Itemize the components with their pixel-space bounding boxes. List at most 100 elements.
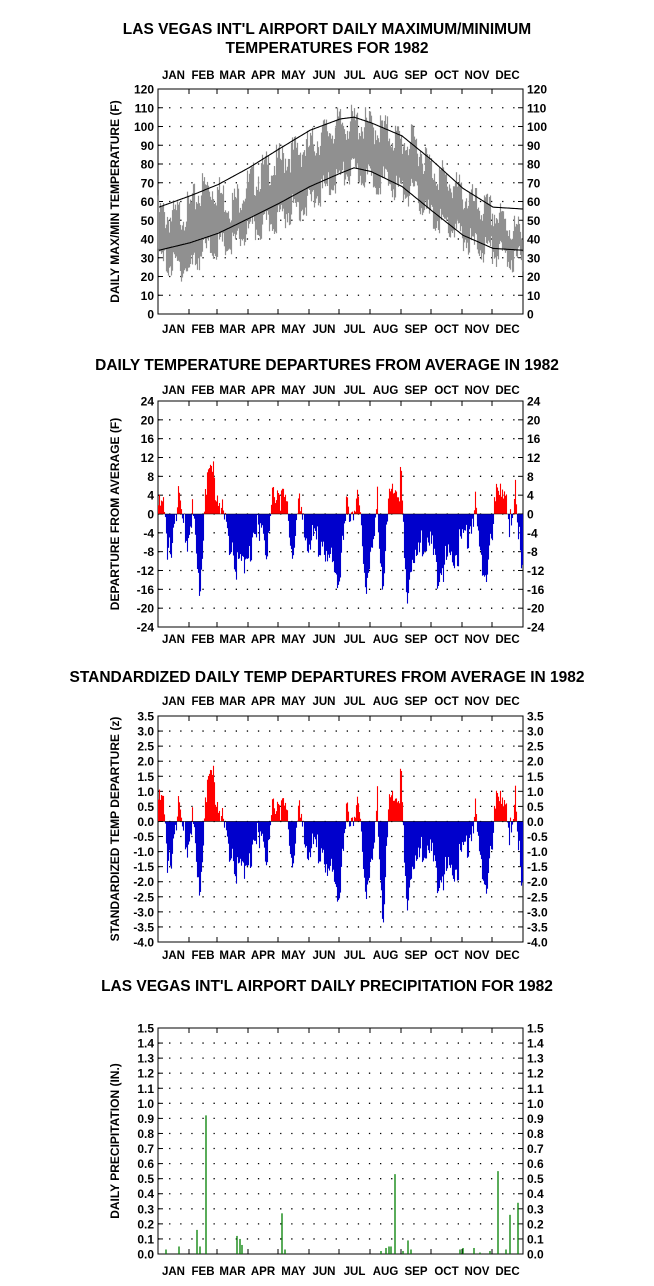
y-tick-label-right: 60 [527,195,541,209]
month-label-bottom: MAY [281,634,306,646]
month-label-top: SEP [404,70,427,82]
month-label-top: FEB [192,70,215,82]
month-label-top: MAR [219,385,246,397]
month-label-top: AUG [373,696,399,708]
y-tick-label-left: 80 [141,158,155,172]
month-label-bottom: JUN [312,950,335,962]
y-tick-label-left: 0.3 [137,1202,154,1216]
y-tick-label-left: 70 [141,176,155,190]
y-tick-label-left: 1.0 [137,785,154,799]
month-label-bottom: JAN [162,324,185,336]
y-tick-label-left: 12 [141,451,155,465]
y-tick-label-left: 20 [141,270,155,284]
month-label-bottom: JAN [162,1266,185,1278]
y-tick-label-right: 1.3 [527,1052,544,1066]
month-label-bottom: FEB [192,324,215,336]
y-tick-label-right: -0.5 [527,830,548,844]
y-tick-label-right: 3.5 [527,710,544,724]
month-label-bottom: AUG [373,1266,399,1278]
y-tick-label-left: 16 [141,432,155,446]
month-label-bottom: APR [251,324,276,336]
y-tick-label-left: 0 [147,508,154,522]
y-axis-label: STANDARDIZED TEMP DEPARTURE (z) [108,717,122,942]
month-label-bottom: NOV [465,634,490,646]
y-tick-label-left: 0.0 [137,815,154,829]
chart-title: DAILY TEMPERATURE DEPARTURES FROM AVERAG… [95,357,559,374]
month-label-bottom: JUN [312,1266,335,1278]
month-label-top: FEB [192,385,215,397]
y-tick-label-left: 3.0 [137,725,154,739]
y-axis-label: DEPARTURE FROM AVERAGE (F) [108,418,122,610]
y-tick-label-right: 10 [527,289,541,303]
y-tick-label-right: 12 [527,451,541,465]
y-tick-label-left: 4 [147,489,154,503]
y-tick-label-left: -4.0 [133,936,154,950]
y-tick-label-left: -20 [137,602,155,616]
y-tick-label-right: 0.3 [527,1202,544,1216]
y-tick-label-right: 2.0 [527,755,544,769]
y-tick-label-right: 8 [527,470,534,484]
y-tick-label-left: 0.5 [137,800,154,814]
month-label-bottom: SEP [404,634,427,646]
y-tick-label-right: 0.2 [527,1217,544,1231]
chart-panel-3: STANDARDIZED DAILY TEMP DEPARTURES FROM … [69,669,584,962]
month-label-bottom: JUN [312,324,335,336]
month-label-bottom: DEC [495,1266,519,1278]
y-tick-label-right: -1.5 [527,860,548,874]
month-label-bottom: MAY [281,324,306,336]
y-tick-label-right: -20 [527,602,545,616]
y-tick-label-left: 110 [135,101,155,115]
y-tick-label-right: 20 [527,270,541,284]
month-label-bottom: APR [251,950,276,962]
normal-max-line [158,116,524,210]
y-tick-label-left: 60 [141,195,155,209]
y-tick-label-left: -2.0 [133,875,154,889]
y-tick-label-right: 1.5 [527,1022,544,1036]
month-label-top: SEP [404,385,427,397]
y-tick-label-right: 4 [527,489,534,503]
y-tick-label-right: 3.0 [527,725,544,739]
month-label-bottom: NOV [465,324,490,336]
month-label-bottom: MAR [219,324,246,336]
y-tick-label-left: 1.0 [137,1097,154,1111]
y-tick-label-right: -12 [527,564,545,578]
chart-panel-4: LAS VEGAS INT'L AIRPORT DAILY PRECIPITAT… [101,978,553,1278]
month-label-bottom: AUG [373,634,399,646]
month-label-top: JUN [312,696,335,708]
y-tick-label-left: -2.5 [133,890,154,904]
y-tick-label-right: 0.8 [527,1127,544,1141]
chart-panel-1: LAS VEGAS INT'L AIRPORT DAILY MAXIMUM/MI… [108,21,547,336]
y-tick-label-left: 0.9 [137,1112,154,1126]
month-label-bottom: OCT [434,634,458,646]
y-axis-label: DAILY PRECIPITATION (IN.) [108,1063,122,1219]
y-tick-label-left: 24 [141,395,155,409]
month-label-bottom: DEC [495,324,519,336]
y-tick-label-right: 0.7 [527,1142,544,1156]
y-tick-label-right: 50 [527,214,541,228]
month-label-top: APR [251,70,276,82]
y-tick-label-right: -2.5 [527,890,548,904]
month-label-bottom: FEB [192,634,215,646]
y-tick-label-right: -3.5 [527,920,548,934]
y-tick-label-left: 0.8 [137,1127,154,1141]
month-label-top: OCT [434,70,458,82]
y-tick-label-left: -1.0 [133,845,154,859]
y-tick-label-right: 1.0 [527,1097,544,1111]
y-tick-label-right: 40 [527,233,541,247]
month-label-top: FEB [192,696,215,708]
month-label-bottom: AUG [373,950,399,962]
y-tick-label-right: 0.5 [527,1172,544,1186]
y-tick-label-right: 80 [527,158,541,172]
y-tick-label-left: 0.4 [137,1187,154,1201]
month-label-bottom: MAR [219,634,246,646]
y-tick-label-right: -4 [527,526,538,540]
month-label-top: MAR [219,70,246,82]
y-tick-label-left: 0.0 [137,1248,154,1262]
month-label-top: SEP [404,696,427,708]
y-tick-label-left: 2.0 [137,755,154,769]
month-label-top: AUG [373,70,399,82]
chart-panel-2: DAILY TEMPERATURE DEPARTURES FROM AVERAG… [95,357,559,646]
chart-title: LAS VEGAS INT'L AIRPORT DAILY MAXIMUM/MI… [123,21,531,38]
month-label-bottom: NOV [465,1266,490,1278]
y-tick-label-left: -1.5 [133,860,154,874]
